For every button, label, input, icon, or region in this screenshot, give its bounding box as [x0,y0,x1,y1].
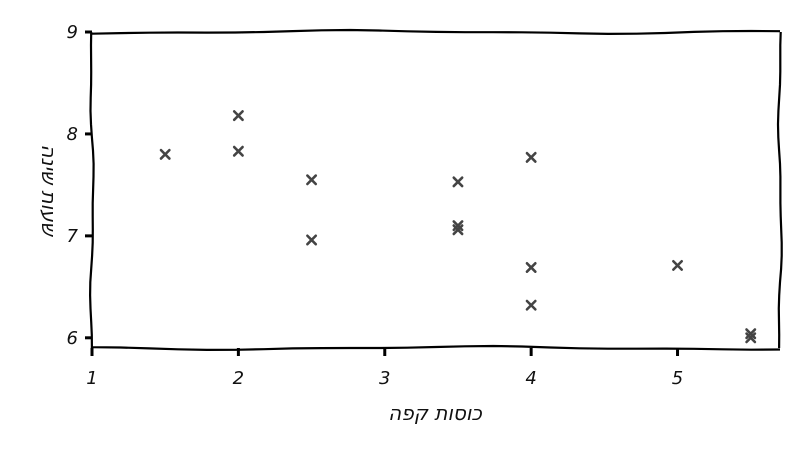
y-tick-label: 7 [67,226,79,247]
data-point [159,148,171,160]
data-point [525,299,537,311]
y-axis-label: שעות שינה [37,144,61,237]
y-tick-label: 8 [67,124,78,145]
y-axis: 6 7 8 9 [67,22,92,349]
y-tick-label: 9 [67,22,78,43]
data-point [525,151,537,163]
data-point [525,261,537,273]
x-tick-label: 3 [379,368,390,389]
x-tick-label: 2 [233,368,244,389]
data-point [232,110,244,122]
plot-border [89,28,783,351]
x-tick-label: 4 [525,368,536,389]
data-point [745,332,757,344]
data-points [159,110,757,344]
plot-frame [89,28,783,351]
data-point [452,176,464,188]
data-point [452,224,464,236]
data-point [232,145,244,157]
x-tick-label: 5 [672,368,683,389]
data-point [306,174,318,186]
data-point [306,234,318,246]
x-axis: 1 2 3 4 5 [86,348,683,389]
x-tick-label: 1 [86,368,97,389]
y-tick-label: 6 [67,328,78,349]
data-point [672,259,684,271]
x-axis-label: כוסות קפה [388,401,482,425]
